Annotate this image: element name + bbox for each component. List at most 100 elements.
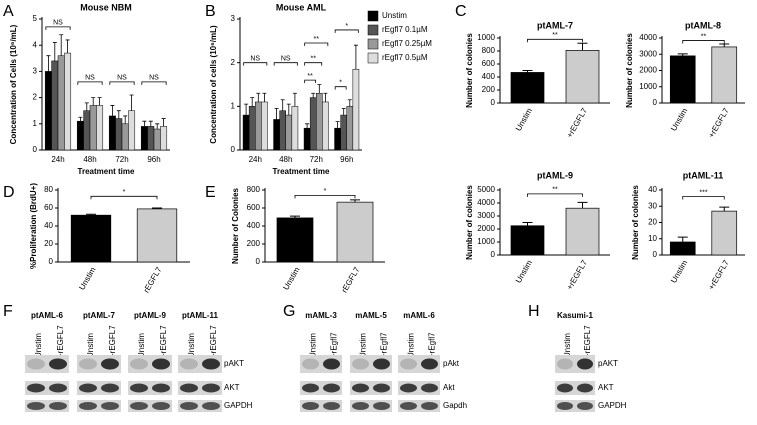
legend-label: rEgfl7 0.5µM — [382, 53, 428, 62]
bar — [510, 72, 545, 104]
blot-band — [130, 358, 148, 370]
blot-band — [373, 383, 390, 393]
bar — [711, 210, 738, 256]
x-axis-label: Treatment time — [78, 167, 135, 176]
chart-title: ptAML-9 — [537, 170, 573, 180]
significance-label: *** — [699, 189, 707, 196]
blot-band — [79, 358, 97, 370]
error-bar — [123, 115, 128, 124]
error-bar — [262, 92, 267, 102]
x-tick-label: Unstim — [669, 258, 689, 284]
y-tick-label: 60 — [44, 203, 53, 212]
error-bar — [46, 55, 51, 72]
error-bar — [52, 42, 57, 61]
bar — [70, 214, 112, 263]
bar — [147, 126, 155, 151]
legend-swatch — [367, 24, 379, 36]
blot-lane-label: +rEgfl7 — [330, 332, 339, 358]
blot-lane-label: +rEGFL7 — [159, 325, 168, 358]
legend-label: rEgfl7 0.1µM — [382, 25, 428, 34]
bar — [160, 126, 168, 151]
significance-label: * — [324, 188, 327, 195]
significance-label: ** — [552, 187, 558, 194]
blot-band — [202, 402, 220, 410]
blot-row-label: Gapdh — [443, 401, 467, 410]
x-tick-label: Unstim — [281, 265, 301, 291]
y-tick-label: 0 — [653, 250, 658, 259]
blot-row-label: pAKT — [224, 359, 244, 368]
y-tick-label: 600 — [482, 59, 496, 68]
y-axis-label: Concentration of cells (10⁶/mL) — [209, 25, 218, 144]
significance-bracket — [304, 62, 323, 66]
x-tick-label: 96h — [147, 155, 160, 164]
significance-bracket — [109, 81, 135, 85]
blot-lane-label: Unstim — [563, 333, 572, 358]
bar — [242, 114, 250, 151]
error-bar — [97, 97, 102, 106]
blot-band — [79, 402, 97, 410]
blot-group-label: mAML-5 — [355, 311, 387, 320]
bar — [291, 106, 299, 151]
error-bar — [292, 92, 297, 107]
error-bar — [148, 120, 153, 127]
error-bar — [256, 92, 261, 102]
significance-bracket — [141, 81, 167, 85]
bar — [352, 68, 360, 151]
y-tick-label: 0 — [491, 250, 496, 259]
y-tick-label: 0 — [256, 257, 261, 266]
y-tick-label: 3 — [231, 14, 236, 23]
error-bar — [577, 42, 588, 51]
y-tick-label: 10 — [648, 234, 657, 243]
significance-label: ** — [552, 32, 558, 39]
x-tick-label: +rEGFL7 — [707, 258, 731, 291]
blot-band — [180, 358, 198, 370]
bar — [334, 127, 341, 151]
error-bar — [59, 34, 64, 56]
blot-band — [421, 383, 438, 393]
blot-band — [557, 402, 573, 410]
x-tick-label: +rEGFL7 — [565, 106, 589, 139]
y-tick-label: 80 — [44, 185, 53, 194]
error-bar — [317, 84, 322, 94]
error-bar — [286, 103, 291, 116]
blot-band — [323, 358, 340, 370]
significance-label: ** — [314, 36, 320, 43]
bar — [565, 49, 600, 104]
significance-label: * — [123, 189, 126, 196]
blot-lane-label: +rEGFL7 — [583, 325, 592, 358]
y-tick-label: 4 — [33, 40, 38, 49]
x-tick-label: 24h — [51, 155, 64, 164]
blot-lane-label: +rEGFL7 — [108, 325, 117, 358]
significance-bracket — [334, 29, 359, 33]
blot-lane-label: +rEGFL7 — [209, 325, 218, 358]
significance-bracket — [243, 62, 268, 66]
blot-band — [373, 358, 390, 370]
error-bar — [290, 215, 300, 218]
x-tick-label: rEGFL7 — [340, 265, 362, 294]
error-bar — [353, 44, 358, 70]
y-tick-label: 40 — [648, 185, 657, 194]
bar — [510, 225, 545, 256]
bar — [76, 120, 84, 151]
x-tick-label: 72h — [310, 155, 323, 164]
blot-band — [49, 383, 67, 393]
significance-bracket — [45, 26, 71, 30]
chart-title: ptAML-7 — [537, 20, 573, 30]
x-tick-label: +rEGFL7 — [707, 106, 731, 139]
x-tick-label: 72h — [115, 155, 128, 164]
bar — [248, 106, 256, 151]
bar — [57, 55, 65, 151]
error-bar — [347, 99, 352, 107]
chart-title: Mouse AML — [276, 2, 327, 12]
bar — [565, 207, 600, 256]
blot-band — [101, 358, 119, 370]
blot-band — [49, 358, 67, 370]
chart-title: Mouse NBM — [80, 2, 132, 12]
y-tick-label: 2000 — [639, 66, 657, 75]
error-bar — [142, 120, 147, 127]
bar — [276, 217, 314, 263]
y-tick-label: 400 — [247, 221, 261, 230]
significance-bracket — [77, 81, 103, 85]
blot-band — [27, 383, 45, 393]
blot-lane-label: +rEgfl7 — [380, 332, 389, 358]
